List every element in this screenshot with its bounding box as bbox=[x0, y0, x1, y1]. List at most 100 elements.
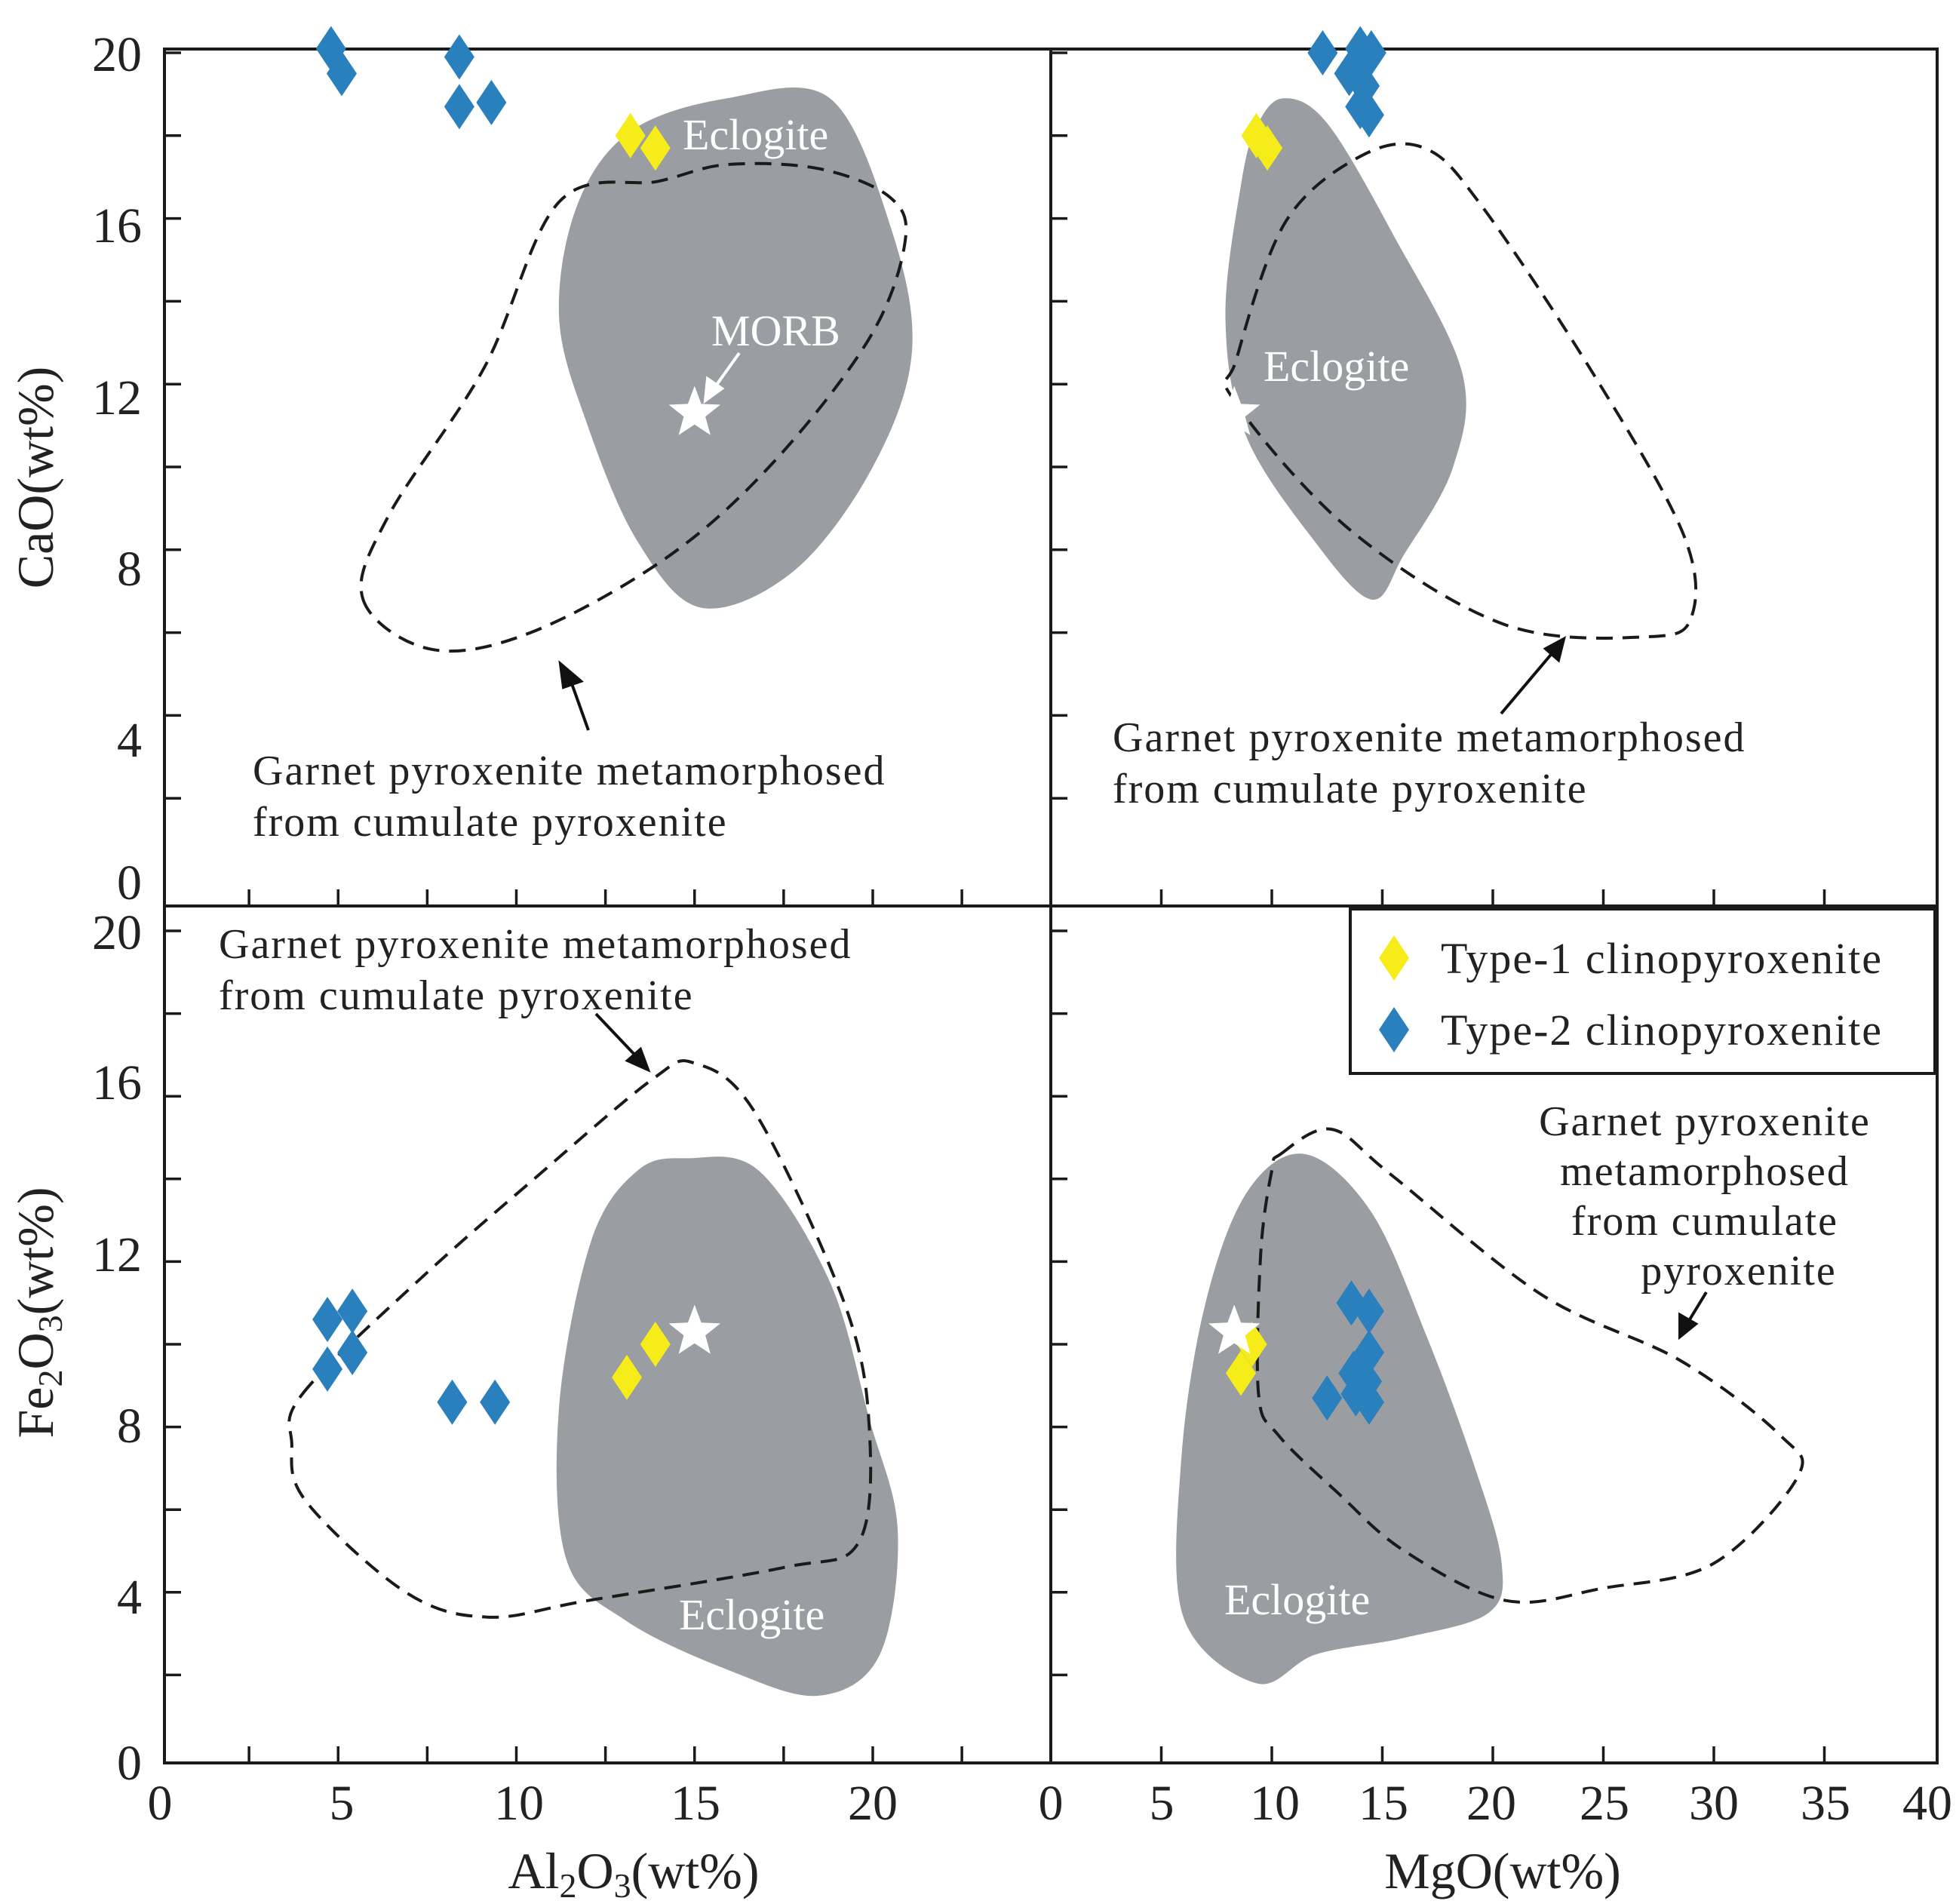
type1-point-cao-vs-al2o3-1 bbox=[640, 125, 671, 171]
tick-labels-al2o3: 0 5 10 15 20 bbox=[148, 1776, 898, 1831]
eclogite-label-p4: Eclogite bbox=[1224, 1575, 1370, 1624]
type2-point-fe2o3-vs-al2o3-3 bbox=[337, 1329, 368, 1375]
type2-point-cao-vs-al2o3-4 bbox=[476, 79, 507, 125]
marker-layer bbox=[312, 26, 1386, 1425]
legend-type2-swatch bbox=[1379, 1007, 1409, 1052]
legend-type1-label: Type-1 clinopyroxenite bbox=[1441, 934, 1883, 983]
pyroxenite-outline-fe2o3-vs-mgo bbox=[1255, 1127, 1804, 1604]
arrow-layer bbox=[558, 352, 1708, 1340]
y-axis-title-fe2o3: Fe2O3(wt%) bbox=[7, 1187, 69, 1438]
x-axis-title-mgo: MgO(wt%) bbox=[1384, 1842, 1621, 1899]
x-axis-title-al2o3: Al2O3(wt%) bbox=[508, 1842, 759, 1904]
type2-point-fe2o3-vs-al2o3-2 bbox=[312, 1346, 343, 1392]
type2-point-cao-vs-al2o3-3 bbox=[444, 84, 474, 130]
type2-point-fe2o3-vs-al2o3-0 bbox=[312, 1297, 343, 1343]
tick-cao-4: 4 bbox=[117, 713, 142, 768]
morb-arrow bbox=[703, 352, 741, 404]
region-layer bbox=[287, 87, 1804, 1697]
tick-cao-0: 0 bbox=[117, 855, 142, 911]
legend: Type-1 clinopyroxenite Type-2 clinopyrox… bbox=[1349, 907, 1936, 1075]
annotation-p2-line-1: Garnet pyroxenite metamorphosed bbox=[1113, 714, 1746, 761]
type2-point-cao-vs-mgo-0 bbox=[1307, 30, 1338, 75]
annotation-p4-line-1: Garnet pyroxenite bbox=[1539, 1098, 1871, 1145]
annotation-p3-line-1: Garnet pyroxenite metamorphosed bbox=[219, 921, 852, 968]
type2-point-fe2o3-vs-mgo-5 bbox=[1312, 1375, 1343, 1421]
legend-type1-swatch bbox=[1379, 935, 1409, 981]
annotation-p4: Garnet pyroxenite metamorphosed from cum… bbox=[1539, 1098, 1871, 1294]
annotation-p2: Garnet pyroxenite metamorphosed from cum… bbox=[1113, 714, 1746, 812]
type2-point-fe2o3-vs-mgo-1 bbox=[1353, 1288, 1384, 1334]
annotation-arrow-p2 bbox=[1500, 636, 1567, 715]
tick-al2o3-0: 0 bbox=[148, 1776, 173, 1831]
annotation-p3: Garnet pyroxenite metamorphosed from cum… bbox=[219, 921, 852, 1019]
tick-labels-cao: 20 16 12 8 4 0 bbox=[92, 27, 142, 911]
tick-al2o3-5: 5 bbox=[330, 1776, 355, 1831]
pyroxenite-outline-cao-vs-mgo bbox=[1223, 142, 1698, 640]
tick-mgo-5: 5 bbox=[1150, 1776, 1175, 1831]
type2-point-cao-vs-al2o3-2 bbox=[444, 34, 474, 80]
tick-mgo-40: 40 bbox=[1902, 1776, 1952, 1831]
tick-fe2o3-12: 12 bbox=[92, 1227, 142, 1282]
eclogite-region-cao-vs-al2o3 bbox=[558, 87, 913, 609]
type1-point-cao-vs-mgo-1 bbox=[1252, 125, 1283, 171]
tick-cao-12: 12 bbox=[92, 370, 142, 425]
type2-point-cao-vs-mgo-2 bbox=[1356, 30, 1386, 75]
plot-frame bbox=[163, 48, 1939, 1764]
tick-al2o3-15: 15 bbox=[671, 1776, 720, 1831]
type2-point-fe2o3-vs-al2o3-1 bbox=[337, 1288, 368, 1334]
tick-fe2o3-20: 20 bbox=[92, 905, 142, 960]
tick-al2o3-20: 20 bbox=[848, 1776, 898, 1831]
morb-star-fe2o3-vs-al2o3 bbox=[668, 1304, 720, 1354]
tick-cao-16: 16 bbox=[92, 198, 142, 253]
tick-layer bbox=[164, 51, 1826, 1763]
legend-type2-label: Type-2 clinopyroxenite bbox=[1441, 1006, 1883, 1055]
annotation-arrow-p1 bbox=[558, 660, 590, 731]
annotation-p1-line-1: Garnet pyroxenite metamorphosed bbox=[253, 748, 886, 794]
tick-cao-20: 20 bbox=[92, 27, 142, 82]
type2-point-cao-vs-mgo-6 bbox=[1353, 92, 1384, 138]
tick-mgo-0: 0 bbox=[1039, 1776, 1064, 1831]
tick-mgo-25: 25 bbox=[1580, 1776, 1629, 1831]
type2-point-fe2o3-vs-al2o3-5 bbox=[480, 1379, 511, 1425]
region-labels: Eclogite MORB Eclogite Eclogite Eclogite bbox=[679, 110, 1409, 1639]
eclogite-label-p1: Eclogite bbox=[683, 110, 828, 159]
type1-point-fe2o3-vs-al2o3-0 bbox=[611, 1354, 642, 1400]
tick-fe2o3-4: 4 bbox=[117, 1570, 142, 1625]
type2-point-fe2o3-vs-mgo-7 bbox=[1353, 1379, 1384, 1425]
tick-mgo-10: 10 bbox=[1250, 1776, 1300, 1831]
tick-mgo-35: 35 bbox=[1801, 1776, 1850, 1831]
type2-point-fe2o3-vs-al2o3-4 bbox=[437, 1379, 468, 1425]
morb-star-cao-vs-mgo bbox=[1208, 385, 1260, 435]
morb-star-cao-vs-al2o3 bbox=[668, 385, 720, 435]
annotation-arrow-p3 bbox=[594, 1012, 651, 1073]
tick-labels-fe2o3: 20 16 12 8 4 0 bbox=[92, 905, 142, 1791]
annotation-p4-line-3: from cumulate bbox=[1571, 1198, 1838, 1245]
tick-fe2o3-0: 0 bbox=[117, 1736, 142, 1791]
type1-point-fe2o3-vs-mgo-0 bbox=[1225, 1350, 1256, 1396]
tick-fe2o3-8: 8 bbox=[117, 1399, 142, 1454]
annotation-p4-line-4: pyroxenite bbox=[1641, 1248, 1836, 1294]
y-axis-title-cao: CaO(wt%) bbox=[7, 367, 64, 589]
tick-mgo-15: 15 bbox=[1359, 1776, 1408, 1831]
tick-labels-mgo: 0 5 10 15 20 25 30 35 40 bbox=[1039, 1776, 1953, 1831]
type1-point-cao-vs-al2o3-0 bbox=[615, 112, 646, 158]
legend-box bbox=[1349, 907, 1936, 1075]
tick-mgo-20: 20 bbox=[1466, 1776, 1516, 1831]
annotation-p1-line-2: from cumulate pyroxenite bbox=[253, 799, 728, 846]
tick-fe2o3-16: 16 bbox=[92, 1055, 142, 1110]
annotation-p1: Garnet pyroxenite metamorphosed from cum… bbox=[253, 748, 886, 846]
eclogite-region-fe2o3-vs-al2o3 bbox=[556, 1156, 898, 1697]
morb-star-fe2o3-vs-mgo bbox=[1208, 1304, 1260, 1354]
morb-label: MORB bbox=[711, 306, 840, 355]
pyroxenite-outline-fe2o3-vs-al2o3 bbox=[287, 1059, 873, 1619]
eclogite-label-p2: Eclogite bbox=[1264, 342, 1409, 391]
pyroxenite-outline-cao-vs-al2o3 bbox=[359, 161, 908, 653]
annotation-p4-line-2: metamorphosed bbox=[1560, 1148, 1850, 1195]
type2-point-cao-vs-al2o3-1 bbox=[326, 51, 357, 97]
eclogite-label-p3: Eclogite bbox=[679, 1590, 824, 1639]
annotation-arrow-p4 bbox=[1678, 1291, 1708, 1340]
annotation-p2-line-2: from cumulate pyroxenite bbox=[1113, 766, 1588, 812]
tick-mgo-30: 30 bbox=[1689, 1776, 1739, 1831]
tick-cao-8: 8 bbox=[117, 542, 142, 597]
